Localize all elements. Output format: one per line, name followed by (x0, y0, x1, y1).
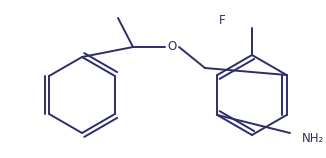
Text: NH₂: NH₂ (302, 131, 324, 145)
Text: O: O (167, 40, 177, 54)
Text: F: F (219, 13, 225, 27)
